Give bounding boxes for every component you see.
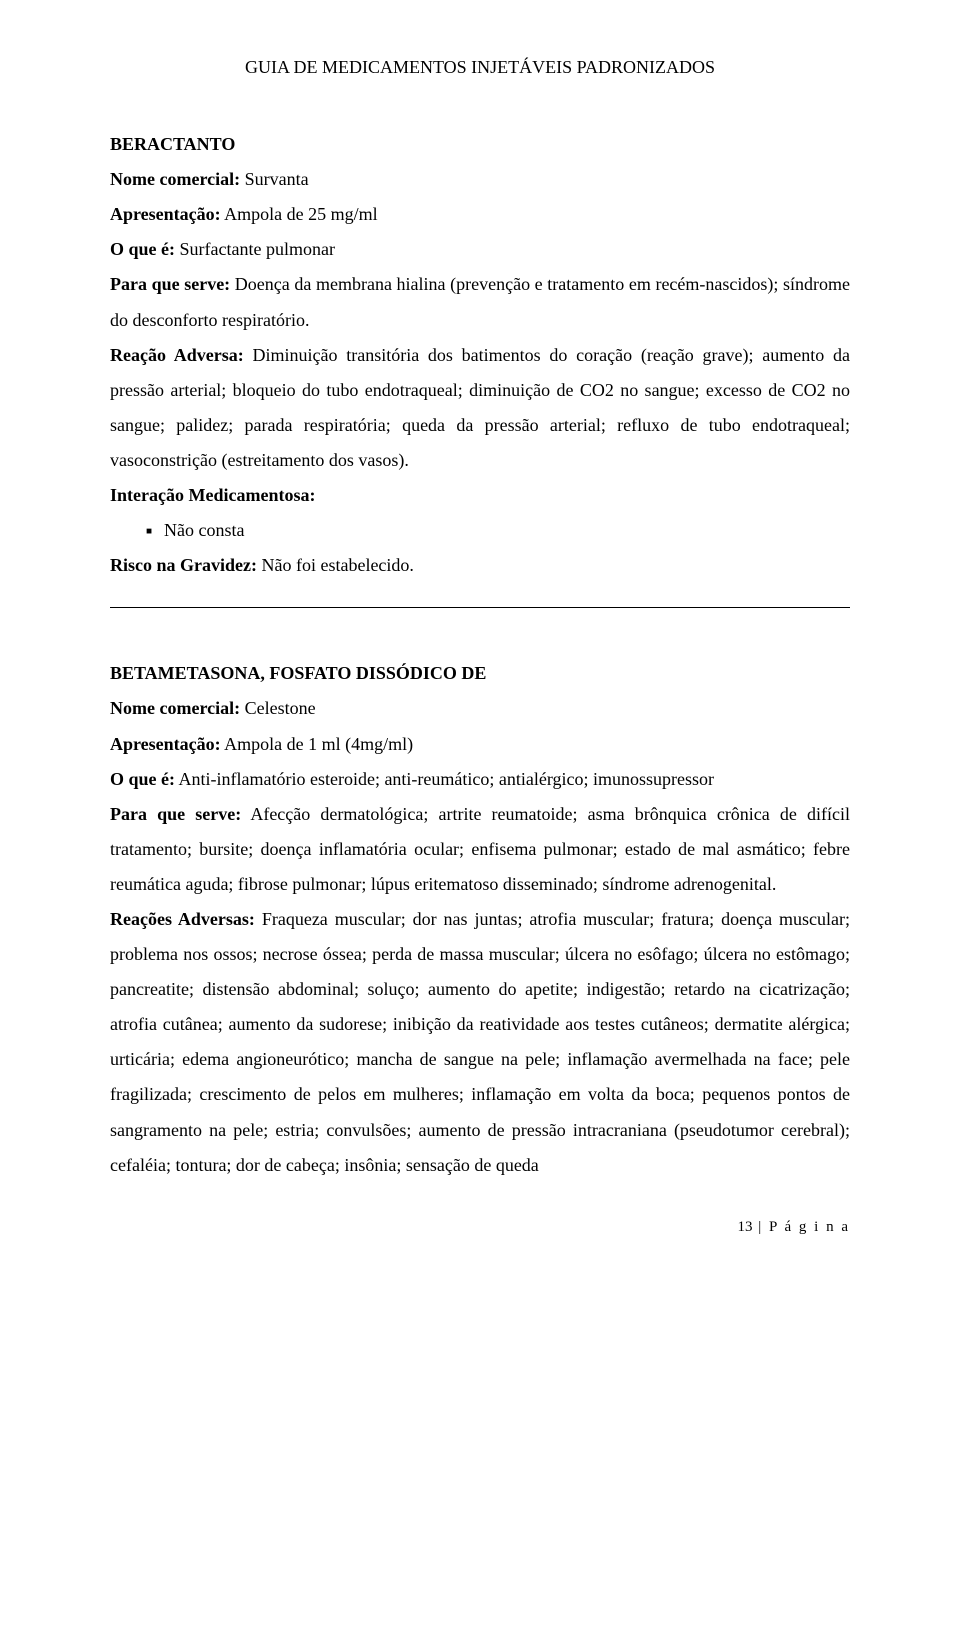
drug-entry-betametasona: BETAMETASONA, FOSFATO DISSÓDICO DE Nome …	[110, 656, 850, 1182]
presentation-label: Apresentação:	[110, 734, 221, 754]
presentation-line: Apresentação: Ampola de 1 ml (4mg/ml)	[110, 727, 850, 762]
indication-line: Para que serve: Doença da membrana hiali…	[110, 267, 850, 337]
page-label: | P á g i n a	[752, 1219, 850, 1235]
page-number: 13	[737, 1219, 752, 1235]
interaction-label: Interação Medicamentosa:	[110, 478, 850, 513]
what-label: O que é:	[110, 239, 175, 259]
commercial-label: Nome comercial:	[110, 698, 240, 718]
interaction-list: Não consta	[110, 513, 850, 548]
commercial-line: Nome comercial: Celestone	[110, 691, 850, 726]
what-value: Surfactante pulmonar	[175, 239, 335, 259]
presentation-label: Apresentação:	[110, 204, 221, 224]
indication-label: Para que serve:	[110, 274, 230, 294]
page-header: GUIA DE MEDICAMENTOS INJETÁVEIS PADRONIZ…	[110, 50, 850, 85]
what-label: O que é:	[110, 769, 175, 789]
commercial-line: Nome comercial: Survanta	[110, 162, 850, 197]
reaction-line: Reação Adversa: Diminuição transitória d…	[110, 338, 850, 478]
pregnancy-value: Não foi estabelecido.	[257, 555, 414, 575]
pregnancy-line: Risco na Gravidez: Não foi estabelecido.	[110, 548, 850, 583]
reaction-label: Reação Adversa:	[110, 345, 244, 365]
indication-label: Para que serve:	[110, 804, 241, 824]
drug-title: BERACTANTO	[110, 127, 850, 162]
reaction-line: Reações Adversas: Fraqueza muscular; dor…	[110, 902, 850, 1183]
presentation-value: Ampola de 25 mg/ml	[221, 204, 378, 224]
separator	[110, 607, 850, 608]
what-value: Anti-inflamatório esteroide; anti-reumát…	[175, 769, 714, 789]
presentation-line: Apresentação: Ampola de 25 mg/ml	[110, 197, 850, 232]
reaction-label: Reações Adversas:	[110, 909, 255, 929]
page-footer: 13 | P á g i n a	[110, 1213, 850, 1242]
commercial-value: Survanta	[240, 169, 308, 189]
drug-title: BETAMETASONA, FOSFATO DISSÓDICO DE	[110, 656, 850, 691]
commercial-label: Nome comercial:	[110, 169, 240, 189]
presentation-value: Ampola de 1 ml (4mg/ml)	[221, 734, 413, 754]
reaction-value: Fraqueza muscular; dor nas juntas; atrof…	[110, 909, 850, 1175]
indication-line: Para que serve: Afecção dermatológica; a…	[110, 797, 850, 902]
drug-entry-beractanto: BERACTANTO Nome comercial: Survanta Apre…	[110, 127, 850, 583]
pregnancy-label: Risco na Gravidez:	[110, 555, 257, 575]
what-line: O que é: Surfactante pulmonar	[110, 232, 850, 267]
what-line: O que é: Anti-inflamatório esteroide; an…	[110, 762, 850, 797]
commercial-value: Celestone	[240, 698, 315, 718]
interaction-item: Não consta	[146, 513, 850, 548]
